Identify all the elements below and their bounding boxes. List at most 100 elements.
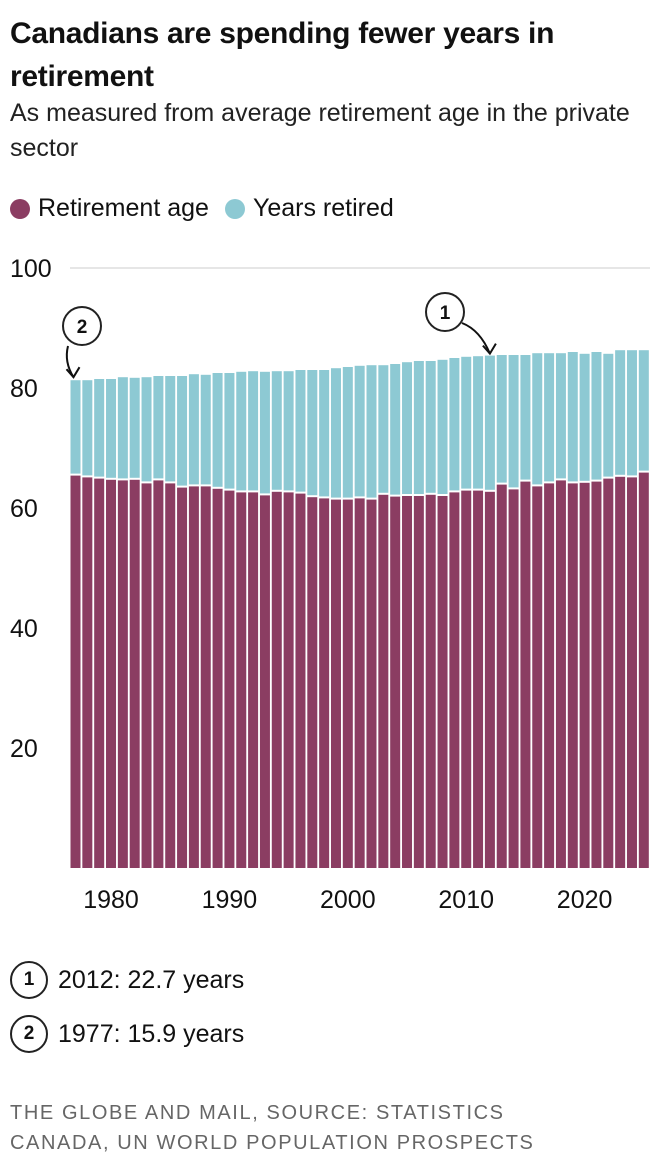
bar-retirement-age <box>153 480 164 868</box>
bar-retirement-age <box>117 480 128 868</box>
bar-retirement-age <box>283 492 294 868</box>
bar-retirement-age <box>177 487 188 868</box>
bar-retirement-age <box>295 493 306 868</box>
bar-years-retired <box>591 352 602 480</box>
bar-retirement-age <box>449 492 460 868</box>
legend-label: Years retired <box>252 194 394 222</box>
bar-retirement-age <box>413 496 424 868</box>
bar-years-retired <box>200 374 211 485</box>
bar-retirement-age <box>70 475 81 868</box>
bar-years-retired <box>259 371 270 494</box>
annotation-notes: 1 2012: 22.7 years 2 1977: 15.9 years <box>10 958 244 1066</box>
bar-years-retired <box>271 371 282 490</box>
bar-years-retired <box>508 355 519 488</box>
bar-retirement-age <box>200 486 211 868</box>
bar-retirement-age <box>484 491 495 868</box>
legend: Retirement age Years retired <box>10 194 410 223</box>
bar-retirement-age <box>461 490 472 868</box>
x-tick-label: 1980 <box>83 886 139 914</box>
annotation-marker-label: 1 <box>440 303 451 324</box>
bar-years-retired <box>295 370 306 492</box>
annotation-marker-1 <box>425 292 465 332</box>
bar-years-retired <box>141 377 152 482</box>
bar-years-retired <box>165 376 176 482</box>
bar-retirement-age <box>94 478 105 868</box>
bar-retirement-age <box>402 496 413 868</box>
y-tick-label: 20 <box>10 735 38 763</box>
legend-swatch-years-retired <box>224 198 245 219</box>
y-tick-label: 100 <box>10 255 52 283</box>
arrowhead-icon <box>65 366 81 379</box>
chart-title: Canadians are spending fewer years in re… <box>10 17 555 93</box>
legend-swatch-retirement-age <box>10 198 30 219</box>
bar-years-retired <box>496 355 507 483</box>
bar-retirement-age <box>591 481 602 868</box>
bar-retirement-age <box>638 472 649 868</box>
bar-years-retired <box>307 370 318 496</box>
bar-years-retired <box>319 370 330 497</box>
y-tick-label: 40 <box>10 615 38 643</box>
bar-years-retired <box>94 379 105 477</box>
bar-years-retired <box>567 352 578 482</box>
chart-subtitle: As measured from average retirement age … <box>10 99 630 162</box>
bar-retirement-age <box>271 491 282 868</box>
bar-years-retired <box>615 350 626 475</box>
bar-retirement-age <box>354 498 365 868</box>
bar-years-retired <box>354 365 365 497</box>
bar-years-retired <box>153 376 164 479</box>
bar-years-retired <box>626 350 637 476</box>
bar-years-retired <box>425 361 436 493</box>
bar-years-retired <box>224 373 235 489</box>
bar-retirement-age <box>188 486 199 868</box>
annotation-note-1: 1 2012: 22.7 years <box>10 958 244 1002</box>
bar-years-retired <box>579 353 590 481</box>
bar-retirement-age <box>508 489 519 868</box>
annotation-note-2: 2 1977: 15.9 years <box>10 1012 244 1056</box>
bar-retirement-age <box>259 495 270 868</box>
bar-retirement-age <box>366 499 377 868</box>
y-tick-label: 80 <box>10 375 38 403</box>
bar-retirement-age <box>307 497 318 868</box>
bar-retirement-age <box>532 486 543 868</box>
annotation-marker-label: 2 <box>77 317 88 338</box>
bar-years-retired <box>555 353 566 479</box>
legend-label: Retirement age <box>38 194 209 222</box>
bar-retirement-age <box>473 490 484 868</box>
bar-years-retired <box>378 365 389 493</box>
bar-years-retired <box>236 371 247 491</box>
annotation-arrow <box>461 322 491 354</box>
bar-years-retired <box>402 362 413 494</box>
bar-years-retired <box>330 368 341 498</box>
bar-retirement-age <box>520 481 531 868</box>
bar-years-retired <box>117 377 128 479</box>
bar-retirement-age <box>248 492 259 868</box>
bar-retirement-age <box>129 479 140 868</box>
bar-years-retired <box>638 350 649 471</box>
bar-retirement-age <box>390 496 401 868</box>
bar-years-retired <box>390 364 401 495</box>
bar-retirement-age <box>106 479 117 868</box>
bar-years-retired <box>366 365 377 498</box>
bar-retirement-age <box>615 476 626 868</box>
bar-years-retired <box>283 371 294 491</box>
bar-years-retired <box>248 371 259 491</box>
bar-retirement-age <box>555 480 566 868</box>
bar-retirement-age <box>141 483 152 868</box>
bar-years-retired <box>520 355 531 480</box>
bar-years-retired <box>603 353 614 477</box>
marker-badge: 1 <box>10 961 48 999</box>
bar-retirement-age <box>603 478 614 868</box>
legend-item-years-retired: Years retired <box>224 194 394 223</box>
bar-retirement-age <box>378 494 389 868</box>
bar-years-retired <box>70 380 81 474</box>
bar-years-retired <box>82 380 93 476</box>
bar-years-retired <box>106 379 117 478</box>
bar-years-retired <box>342 367 353 498</box>
bar-years-retired <box>188 374 199 485</box>
x-tick-label: 1990 <box>202 886 258 914</box>
bar-retirement-age <box>544 483 555 868</box>
annotation-text: 2012: 22.7 years <box>58 965 245 994</box>
annotation-marker-2 <box>62 306 102 346</box>
bar-years-retired <box>461 356 472 489</box>
x-tick-label: 2020 <box>557 886 613 914</box>
